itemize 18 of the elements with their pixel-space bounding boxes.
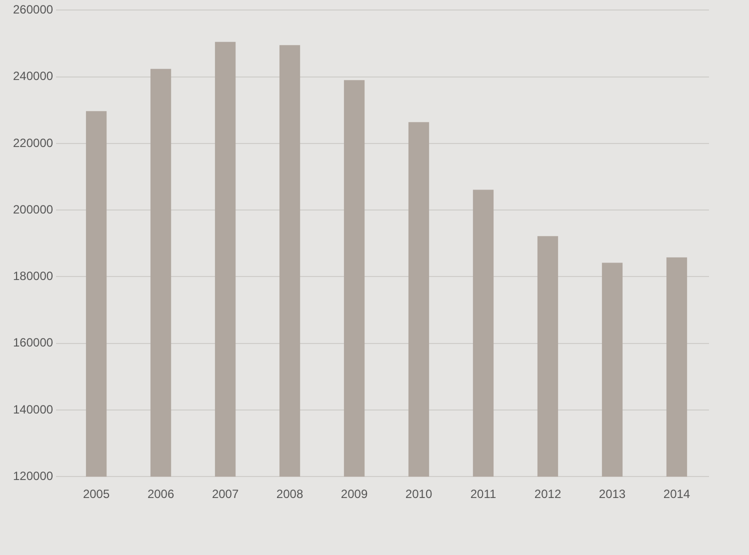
y-tick-label: 200000 (12, 202, 54, 216)
x-tick-label: 2005 (82, 487, 110, 502)
y-tick-label: 140000 (12, 402, 54, 416)
y-tick-label: 120000 (12, 468, 54, 483)
x-tick-label: 2012 (534, 487, 562, 502)
x-tick-label: 2006 (147, 487, 174, 502)
y-tick-label: 180000 (12, 269, 54, 284)
x-tick-label: 2011 (470, 487, 496, 502)
x-tick-label: 2013 (598, 487, 626, 502)
y-tick-label: 240000 (12, 69, 54, 84)
y-tick-label: 220000 (12, 136, 54, 150)
y-tick-label: 160000 (12, 336, 54, 350)
y-tick-label: 260000 (12, 2, 54, 17)
x-tick-label: 2007 (212, 487, 239, 502)
x-tick-label: 2010 (405, 487, 432, 502)
x-tick-label: 2014 (663, 487, 690, 502)
x-tick-label: 2009 (340, 487, 368, 502)
x-tick-label: 2008 (276, 487, 304, 502)
